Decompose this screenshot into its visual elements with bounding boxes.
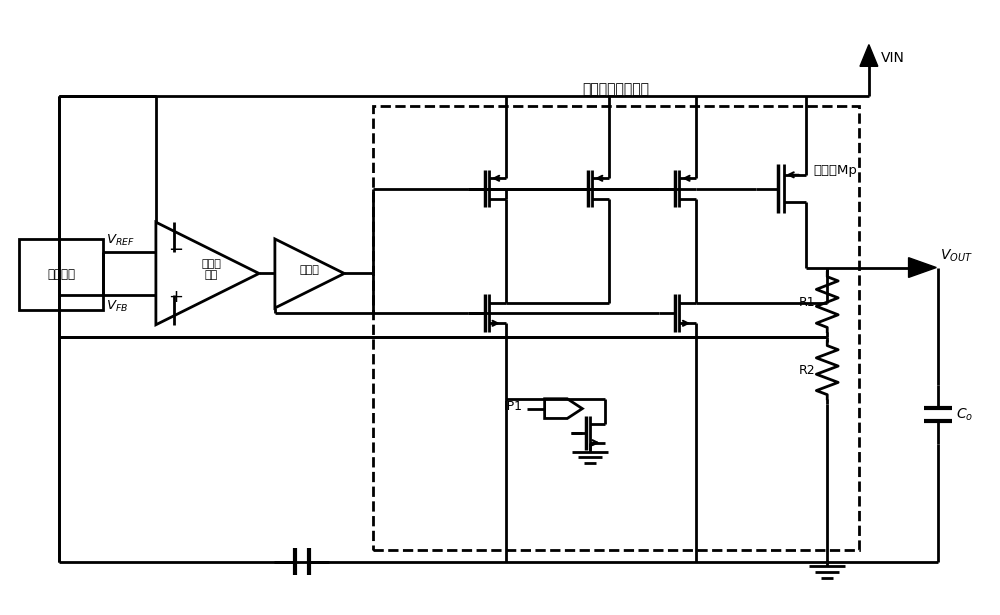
FancyBboxPatch shape bbox=[19, 239, 103, 310]
Text: $V_{REF}$: $V_{REF}$ bbox=[106, 232, 135, 248]
Text: R1: R1 bbox=[799, 296, 815, 309]
Text: +: + bbox=[168, 288, 183, 306]
Polygon shape bbox=[909, 258, 936, 277]
Text: $C_o$: $C_o$ bbox=[956, 407, 973, 423]
Text: VIN: VIN bbox=[881, 52, 905, 65]
Text: 电流升压反馈电路: 电流升压反馈电路 bbox=[583, 82, 650, 96]
Text: $V_{FB}$: $V_{FB}$ bbox=[106, 299, 128, 314]
Text: 功率管Mp: 功率管Mp bbox=[814, 164, 858, 177]
Polygon shape bbox=[860, 45, 878, 66]
Text: 误差放
大器: 误差放 大器 bbox=[201, 259, 221, 280]
Text: −: − bbox=[168, 241, 183, 259]
Text: R2: R2 bbox=[799, 363, 815, 376]
Text: 带隙基准: 带隙基准 bbox=[47, 268, 75, 281]
Text: 缓冲器: 缓冲器 bbox=[300, 266, 320, 276]
Text: $V_{OUT}$: $V_{OUT}$ bbox=[940, 247, 973, 264]
Text: IP1: IP1 bbox=[504, 400, 523, 413]
